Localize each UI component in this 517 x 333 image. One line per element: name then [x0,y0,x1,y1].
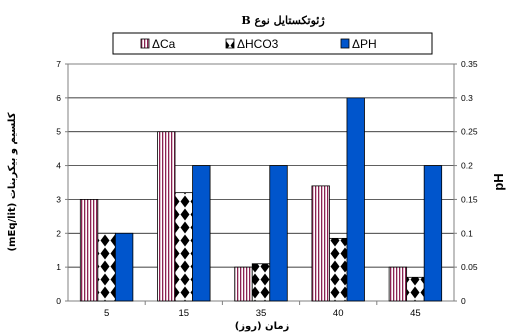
bar-delta-ca [388,266,408,302]
x-tick-label: 35 [256,308,267,319]
y-tick-label-left: 4 [56,161,61,171]
bar-delta-hco3 [406,276,425,302]
bar-delta-ca [311,185,330,302]
y-tick-label-right: 0.3 [461,93,473,103]
legend: ΔCa ΔHCO3 ΔPH [112,32,433,55]
x-tick-label: 45 [410,308,421,319]
bar-delta-ca [234,266,253,302]
y-tick-label-left: 6 [56,93,61,103]
bar-delta-ph [192,165,211,302]
x-tick-label: 15 [179,308,190,319]
legend-label-hco3: ΔHCO3 [237,37,279,51]
legend-swatch-ph [340,38,350,49]
bar-delta-ph [423,165,443,302]
legend-swatch-hco3 [225,38,235,49]
y-tick-label-left: 1 [56,262,61,272]
bar-delta-hco3 [329,237,348,302]
y-tick-label-right: 0.2 [461,161,473,171]
bar-delta-ph [269,165,288,302]
y-tick-label-right: 0.1 [461,228,473,238]
y-tick-label-left: 2 [56,228,61,238]
legend-label-ph: ΔPH [352,37,377,51]
bar-delta-hco3 [97,232,116,302]
bar-delta-ca [79,199,99,302]
bar-delta-ph [114,232,134,302]
legend-swatch-ca [140,38,150,49]
chart-title: ژئوتکستایل نوع B [241,14,325,27]
bar-delta-ca [157,131,176,302]
y-tick-label-left: 7 [56,59,61,69]
y-tick-label-left: 5 [56,127,61,137]
y-tick-label-right: 0 [461,296,466,306]
y-tick-label-left: 0 [56,296,61,306]
legend-box [112,32,433,55]
y-tick-label-left: 3 [56,194,61,204]
legend-label-ca: ΔCa [152,37,176,51]
bar-delta-ph [346,97,365,302]
y-tick-label-right: 0.25 [461,127,478,137]
y-axis-label-right: pH [491,173,506,190]
y-tick-label-right: 0.15 [461,194,478,204]
x-axis-label: زمان (روز) [235,321,290,332]
x-tick-label: 40 [333,308,344,319]
y-tick-label-right: 0.05 [461,262,478,272]
bar-delta-hco3 [251,263,271,302]
bars [79,97,443,302]
y-tick-label-right: 0.35 [461,59,478,69]
y-axis-label-left: کلسیم و بیکربنات (mEq/lit) [7,112,18,251]
x-tick-label: 5 [104,308,109,319]
bar-delta-hco3 [174,192,193,302]
